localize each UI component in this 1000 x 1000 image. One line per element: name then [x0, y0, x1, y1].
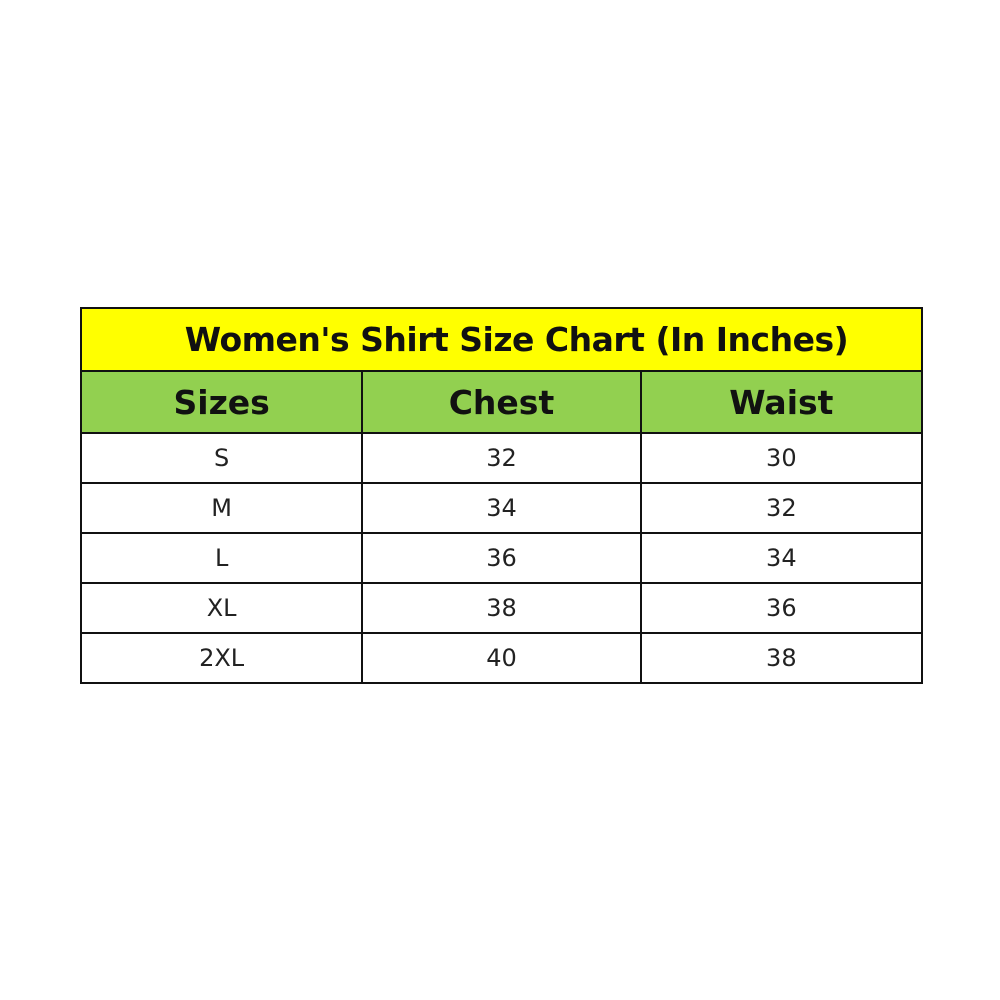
table-row: XL 38 36	[79, 582, 924, 634]
table-row: M 34 32	[79, 482, 924, 534]
chest-cell: 38	[361, 582, 642, 634]
waist-cell: 32	[639, 482, 924, 534]
size-cell: M	[79, 482, 364, 534]
size-chart-table: Women's Shirt Size Chart (In Inches) Siz…	[79, 307, 924, 684]
chest-cell: 34	[361, 482, 642, 534]
table-row: S 32 30	[79, 432, 924, 484]
waist-cell: 30	[639, 432, 924, 484]
size-cell: 2XL	[79, 632, 364, 684]
chest-cell: 36	[361, 532, 642, 584]
waist-cell: 34	[639, 532, 924, 584]
size-cell: S	[79, 432, 364, 484]
header-chest: Chest	[361, 370, 642, 434]
table-title: Women's Shirt Size Chart (In Inches)	[80, 307, 923, 372]
waist-cell: 36	[639, 582, 924, 634]
size-cell: L	[79, 532, 364, 584]
waist-cell: 38	[639, 632, 924, 684]
title-row: Women's Shirt Size Chart (In Inches)	[80, 307, 923, 372]
chest-cell: 40	[361, 632, 642, 684]
header-sizes: Sizes	[79, 370, 364, 434]
chest-cell: 32	[361, 432, 642, 484]
header-waist: Waist	[639, 370, 924, 434]
table-row: L 36 34	[79, 532, 924, 584]
table-row: 2XL 40 38	[79, 632, 924, 684]
header-row: Sizes Chest Waist	[79, 370, 924, 434]
size-cell: XL	[79, 582, 364, 634]
